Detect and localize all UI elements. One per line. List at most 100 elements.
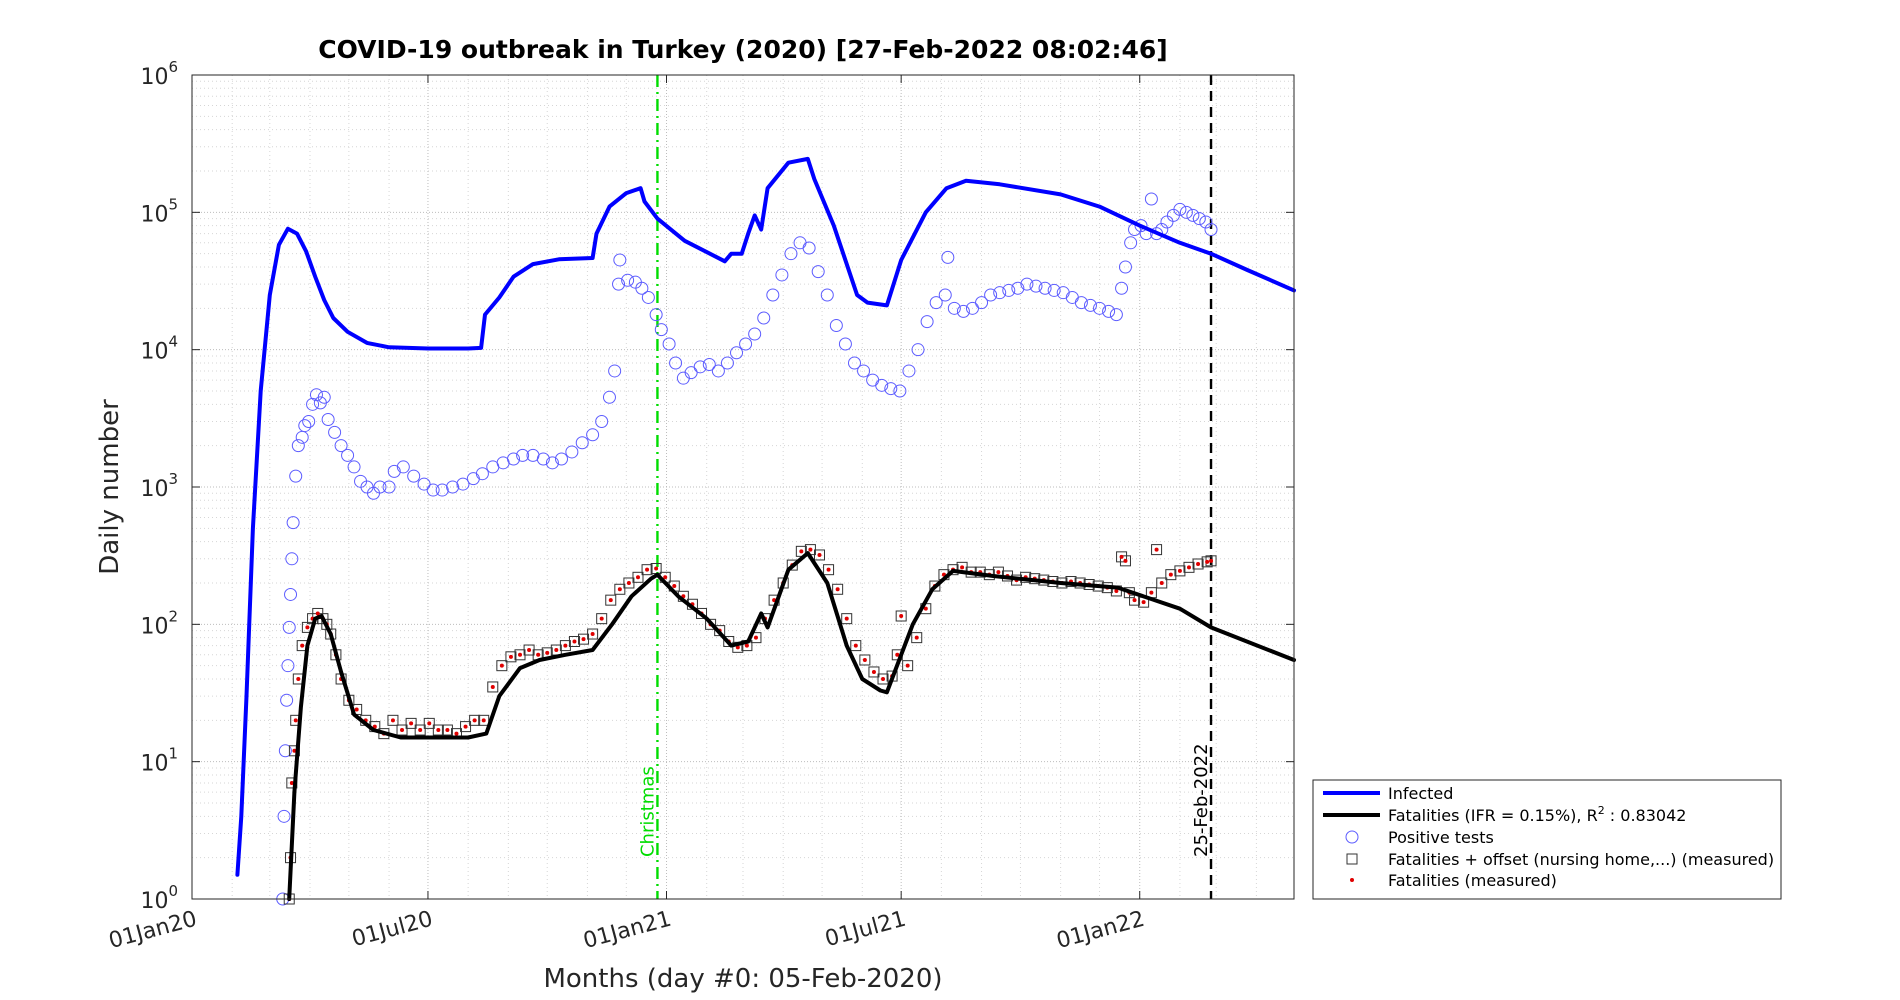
x-tick-label: 01Jan22 <box>1054 907 1147 954</box>
data-point <box>1205 559 1210 564</box>
data-point <box>784 247 798 261</box>
data-point <box>1118 260 1132 274</box>
y-axis-ticks: 100 101 102 103 104 105 106 <box>140 58 1294 914</box>
data-point <box>672 584 677 589</box>
data-point <box>1183 561 1195 573</box>
annotation-label: Christmas <box>637 766 658 857</box>
data-point <box>1102 304 1116 318</box>
data-point <box>929 580 941 592</box>
data-point <box>720 356 734 370</box>
data-point <box>662 337 676 351</box>
y-tick-label: 102 <box>140 607 178 639</box>
data-point <box>460 721 472 733</box>
data-point <box>641 290 655 304</box>
data-point <box>387 714 399 726</box>
legend-swatch <box>1346 853 1358 865</box>
data-point <box>1186 208 1200 222</box>
data-point <box>1011 281 1025 295</box>
data-point <box>1123 558 1128 563</box>
data-point <box>1204 222 1218 236</box>
data-point <box>847 356 861 370</box>
data-point <box>516 448 530 462</box>
legend-label: Positive tests <box>1388 828 1494 847</box>
data-point <box>508 654 513 659</box>
data-point <box>581 637 586 642</box>
data-point <box>617 587 622 592</box>
data-point <box>390 718 395 723</box>
data-point <box>427 721 432 726</box>
data-point <box>296 676 301 681</box>
data-point <box>565 445 579 459</box>
data-point <box>838 337 852 351</box>
data-point <box>400 728 405 733</box>
data-point <box>536 652 541 657</box>
data-point <box>850 640 862 652</box>
legend-box <box>1312 779 1782 900</box>
data-point <box>432 724 444 736</box>
data-point <box>572 639 577 644</box>
data-point <box>596 613 608 625</box>
data-point <box>417 477 431 491</box>
data-point <box>623 577 635 589</box>
data-point <box>426 483 440 497</box>
y-tick-label: 106 <box>140 58 178 90</box>
data-point <box>1119 554 1124 559</box>
data-point <box>407 469 421 483</box>
data-point <box>641 564 653 576</box>
data-point <box>1173 202 1187 216</box>
data-point <box>775 268 789 282</box>
data-point <box>608 598 613 603</box>
data-point <box>341 448 355 462</box>
data-point <box>938 288 952 302</box>
data-point <box>884 382 898 396</box>
data-point <box>586 428 600 442</box>
data-point <box>282 620 296 634</box>
data-point <box>1186 565 1191 570</box>
data-point <box>405 717 417 729</box>
data-point <box>871 669 876 674</box>
data-point <box>387 464 401 478</box>
data-point <box>456 477 470 491</box>
data-point <box>711 364 725 378</box>
data-point <box>1149 590 1154 595</box>
data-point <box>1093 301 1107 315</box>
x-tick-label: 01Jan21 <box>581 907 674 954</box>
data-point <box>705 618 717 630</box>
data-point <box>649 308 663 322</box>
data-point <box>960 565 965 570</box>
data-point <box>1209 558 1214 563</box>
data-point <box>744 643 749 648</box>
data-point <box>563 643 568 648</box>
data-point <box>632 571 644 583</box>
series-line <box>235 156 1296 877</box>
data-point <box>757 311 771 325</box>
data-point <box>309 388 323 402</box>
data-point <box>478 714 490 726</box>
x-tick-label: 01Jul20 <box>349 907 435 953</box>
data-point <box>505 651 517 663</box>
data-point <box>811 265 825 279</box>
data-point <box>1179 205 1193 219</box>
data-point <box>766 288 780 302</box>
data-point <box>445 728 450 733</box>
data-point <box>382 480 396 494</box>
data-point <box>507 452 521 466</box>
data-point <box>599 616 604 621</box>
data-point <box>654 566 659 571</box>
data-point <box>1119 555 1131 567</box>
data-point <box>418 728 423 733</box>
data-point <box>820 288 834 302</box>
data-point <box>1165 569 1177 581</box>
data-point <box>527 648 532 653</box>
data-point <box>996 570 1001 575</box>
data-point <box>554 648 559 653</box>
data-point <box>285 552 299 566</box>
data-point <box>286 516 300 530</box>
data-point <box>334 439 348 453</box>
data-point <box>1029 279 1043 293</box>
data-point <box>289 469 303 483</box>
data-point <box>454 731 459 736</box>
data-point <box>802 241 816 255</box>
data-point <box>463 724 468 729</box>
legend-label: Fatalities (measured) <box>1388 871 1557 890</box>
